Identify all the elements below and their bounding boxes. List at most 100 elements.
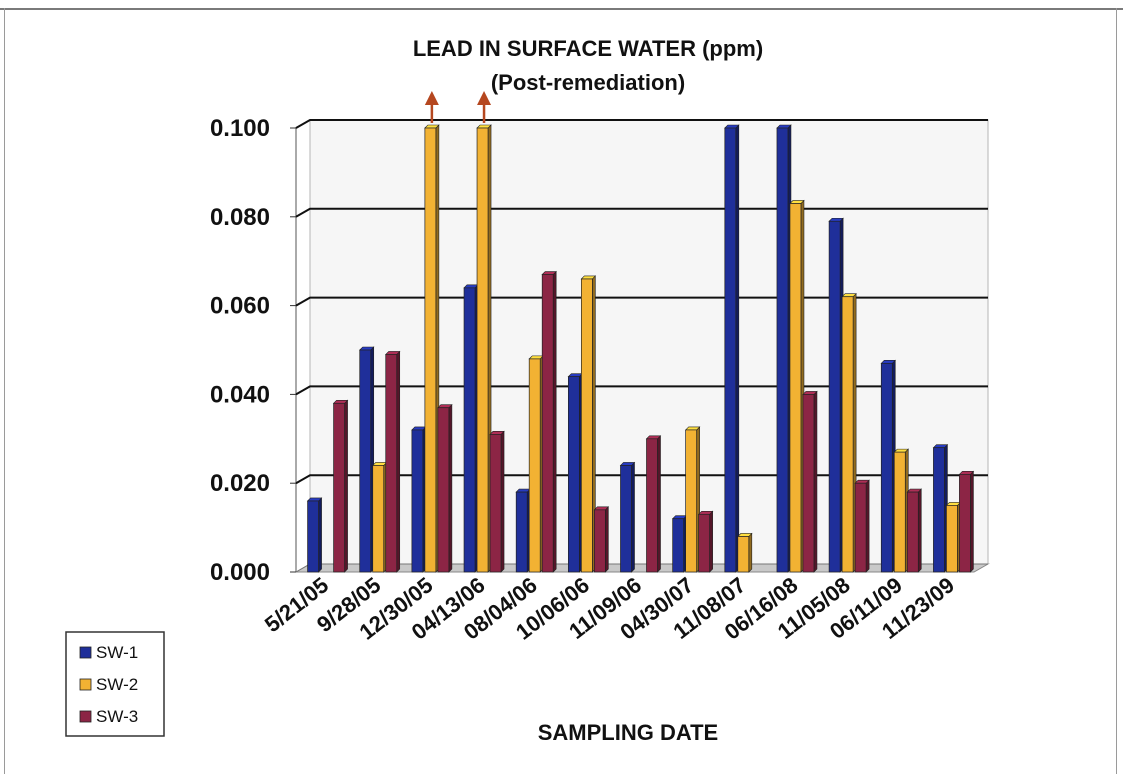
frame-left-border: [4, 8, 5, 774]
bar: [528, 355, 544, 573]
bar-side: [631, 461, 635, 573]
bar-front: [463, 287, 476, 573]
bar-side: [657, 435, 661, 573]
bar: [411, 426, 427, 573]
bar-front: [567, 376, 580, 573]
y-tick-label: 0.020: [210, 470, 270, 497]
bar: [463, 284, 479, 573]
bar-side: [344, 399, 348, 573]
bar: [515, 488, 531, 573]
up-arrow-icon: [477, 91, 492, 123]
bar-side: [500, 430, 505, 573]
bar: [789, 199, 805, 573]
bar: [802, 390, 818, 573]
bar-front: [333, 402, 345, 573]
bar: [541, 270, 557, 573]
y-tick-label: 0.000: [210, 559, 270, 586]
bar: [671, 514, 688, 573]
bar: [906, 488, 922, 573]
bar-side: [748, 532, 753, 573]
bar: [828, 217, 844, 573]
bar: [841, 292, 857, 573]
bar-front: [489, 434, 502, 573]
bar-front: [893, 451, 906, 573]
y-tick-label: 0.100: [210, 115, 270, 142]
legend-swatch: [79, 678, 92, 691]
bar-front: [307, 500, 319, 573]
bar-side: [735, 124, 740, 573]
bar-front: [541, 274, 554, 573]
bar-front: [685, 429, 698, 573]
bar-front: [385, 354, 398, 573]
gridlines: [290, 119, 988, 573]
legend-swatch: [79, 646, 92, 659]
bar-front: [372, 465, 385, 573]
gridline: [295, 385, 988, 396]
bar-side: [865, 479, 870, 573]
bar: [645, 435, 662, 573]
bar-front: [828, 220, 841, 573]
bar-front: [724, 127, 737, 573]
gridline: [295, 119, 988, 129]
bar-front: [528, 358, 541, 573]
chart-subtitle: (Post-remediation): [491, 70, 685, 95]
bar-side: [318, 497, 322, 573]
bar: [580, 275, 597, 573]
off-scale-arrows: [424, 91, 492, 123]
y-tick-label: 0.040: [210, 381, 270, 408]
bars: [306, 124, 975, 573]
legend-label: SW-3: [96, 707, 138, 726]
bar: [932, 443, 949, 573]
legend: SW-1 SW-2 SW-3: [65, 631, 165, 737]
bar: [385, 350, 401, 573]
legend-label: SW-1: [96, 643, 138, 662]
bar: [306, 497, 323, 573]
bar-front: [646, 438, 658, 573]
bar: [359, 346, 375, 573]
bar-front: [946, 505, 958, 573]
bar-side: [813, 390, 818, 573]
bar: [697, 510, 714, 573]
bar: [880, 359, 896, 573]
bar-front: [515, 491, 528, 573]
bar: [567, 372, 584, 573]
bar-side: [709, 510, 713, 573]
bar: [476, 124, 492, 573]
bar: [945, 501, 962, 573]
y-tick-label: 0.080: [210, 204, 270, 231]
bar-front: [424, 127, 437, 573]
bar-front: [906, 491, 919, 573]
y-axis-ticks: 0.000 0.020 0.040 0.060 0.080 0.100: [210, 115, 270, 586]
frame-right-border: [1116, 8, 1117, 774]
bar: [372, 461, 388, 573]
bar: [737, 532, 753, 573]
bar: [854, 479, 870, 573]
chart-title: LEAD IN SURFACE WATER (ppm): [413, 36, 763, 61]
y-tick-label: 0.060: [210, 293, 270, 320]
bar: [424, 124, 440, 573]
bar-front: [476, 127, 489, 573]
bar-front: [672, 518, 685, 573]
bar-front: [841, 296, 854, 573]
bar: [724, 124, 740, 573]
bar-front: [437, 407, 450, 573]
bar-side: [448, 403, 453, 573]
bar-front: [959, 473, 971, 573]
legend-swatch: [79, 710, 92, 723]
bar: [893, 448, 909, 573]
bar-front: [880, 362, 893, 573]
bar-front: [593, 509, 606, 573]
x-axis-ticks: 5/21/059/28/0512/30/0504/13/0608/04/0610…: [260, 572, 959, 644]
bar: [958, 470, 975, 573]
bar-front: [776, 127, 789, 573]
up-arrow-icon: [424, 91, 439, 123]
bar: [489, 430, 505, 573]
bar-front: [411, 429, 424, 573]
bar-side: [917, 488, 922, 573]
bar-side: [605, 506, 609, 573]
bar: [776, 124, 792, 573]
gridline: [295, 296, 988, 307]
legend-label: SW-2: [96, 675, 138, 694]
bar-side: [552, 270, 557, 573]
